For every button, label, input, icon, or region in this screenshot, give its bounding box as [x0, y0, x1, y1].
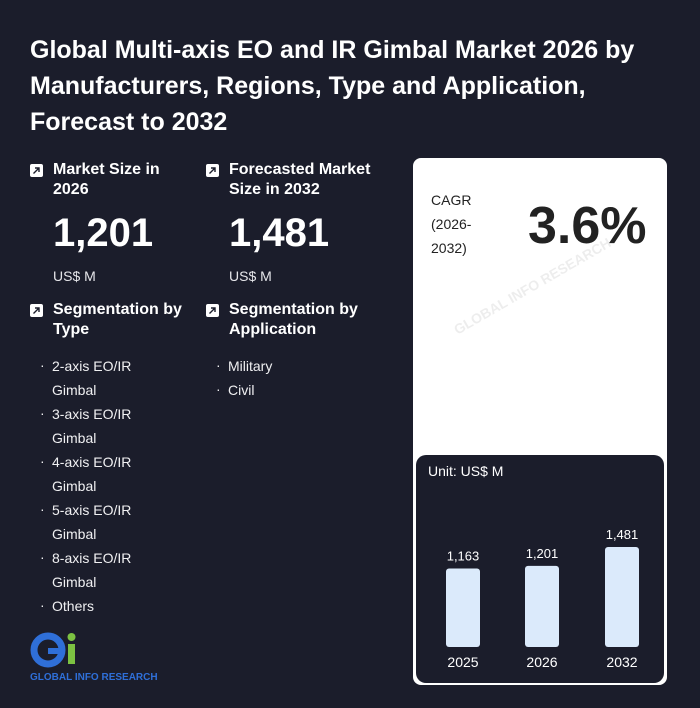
list-item: 3-axis EO/IR Gimbal: [40, 401, 150, 450]
market-size-label: Market Size in 2026: [53, 161, 160, 198]
x-tick-label: 2025: [447, 654, 478, 670]
cagr-value: 3.6%: [528, 197, 647, 255]
bar-value-label: 1,481: [606, 527, 639, 542]
segmentation-app-block: Segmentation by Application Military Civ…: [206, 300, 386, 402]
forecast-size-block: Forecasted Market Size in 2032 1,481 US$…: [206, 160, 396, 284]
forecast-size-unit: US$ M: [229, 268, 272, 284]
arrow-up-right-icon: [206, 304, 219, 317]
list-item: Military: [216, 353, 386, 378]
bar-2025: [446, 568, 480, 647]
market-size-block: Market Size in 2026 1,201 US$ M: [30, 160, 190, 284]
cagr-label: CAGR (2026-2032): [431, 192, 472, 256]
market-size-unit: US$ M: [53, 268, 96, 284]
bar-value-label: 1,201: [526, 546, 559, 561]
logo-text: GLOBAL INFO RESEARCH: [30, 672, 158, 683]
arrow-up-right-icon: [30, 304, 43, 317]
list-item: 4-axis EO/IR Gimbal: [40, 449, 150, 498]
bar-2026: [525, 565, 559, 647]
market-size-value: 1,201: [53, 211, 154, 255]
arrow-up-right-icon: [30, 164, 43, 177]
x-tick-label: 2032: [606, 654, 637, 670]
chart-svg: 1,163 2025 1,201 2026 1,481 2032: [446, 527, 639, 670]
list-item: 5-axis EO/IR Gimbal: [40, 497, 150, 546]
chart-unit-label: Unit: US$ M: [428, 463, 504, 479]
arrow-up-right-icon: [206, 164, 219, 177]
bar-chart: Unit: US$ M 1,163 2025 1,201 2026 1,481 2032: [416, 455, 664, 683]
segmentation-type-label: Segmentation by Type: [53, 301, 182, 338]
forecast-size-value: 1,481: [229, 211, 330, 255]
forecast-size-label: Forecasted Market Size in 2032: [229, 161, 371, 198]
segmentation-app-label: Segmentation by Application: [229, 301, 358, 338]
x-tick-label: 2026: [526, 654, 557, 670]
type-list: 2-axis EO/IR Gimbal 3-axis EO/IR Gimbal …: [30, 353, 150, 618]
list-item: Others: [40, 593, 150, 618]
list-item: 2-axis EO/IR Gimbal: [40, 353, 150, 402]
application-list: Military Civil: [206, 353, 386, 402]
company-logo: GLOBAL INFO RESEARCH: [30, 630, 180, 690]
bar-value-label: 1,163: [447, 548, 480, 563]
list-item: 8-axis EO/IR Gimbal: [40, 545, 150, 594]
list-item: Civil: [216, 377, 386, 402]
segmentation-type-block: Segmentation by Type 2-axis EO/IR Gimbal…: [30, 300, 190, 618]
page-title: Global Multi-axis EO and IR Gimbal Marke…: [30, 36, 635, 136]
gi-logo-icon: [30, 632, 76, 668]
bar-2032: [605, 547, 639, 647]
